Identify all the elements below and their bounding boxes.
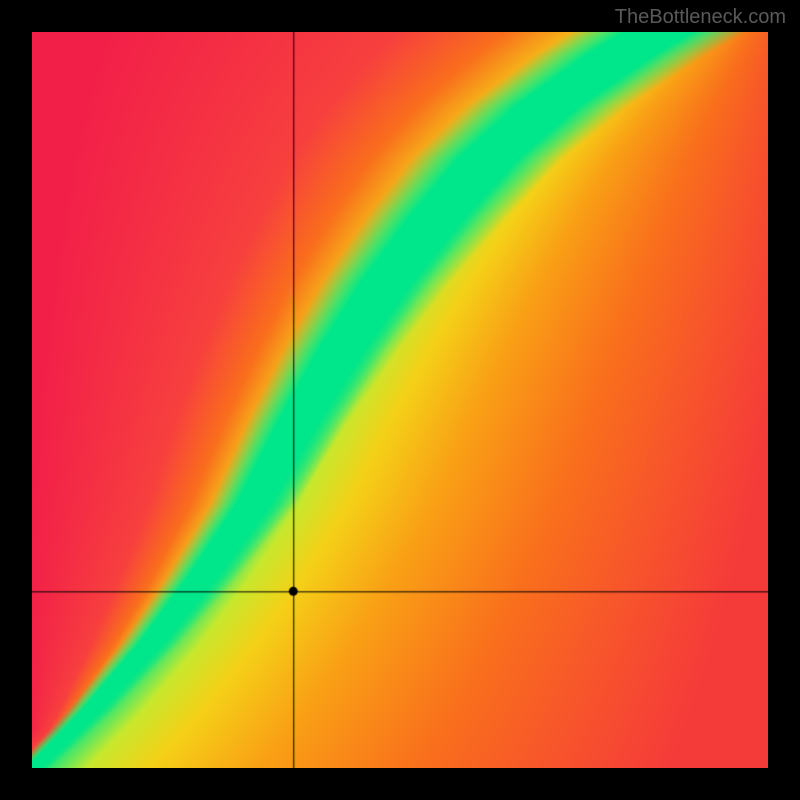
bottleneck-heatmap bbox=[32, 32, 768, 768]
watermark-text: TheBottleneck.com bbox=[615, 6, 786, 29]
